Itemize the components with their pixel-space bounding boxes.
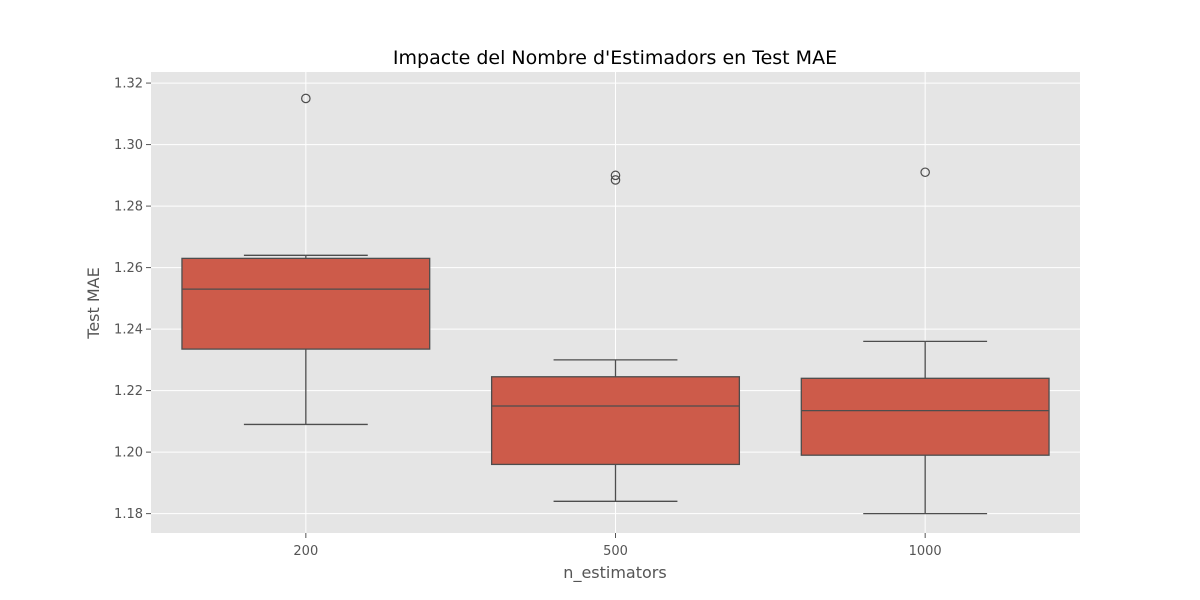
y-tick-label: 1.32 [114,77,143,92]
y-tick-label: 1.22 [114,384,143,399]
y-tick-label: 1.18 [114,507,143,522]
outlier-point [301,93,311,104]
x-axis-label: n_estimators [563,563,666,583]
y-tick-label: 1.30 [114,138,143,153]
box-200 [181,93,431,426]
y-tick-label: 1.20 [114,446,143,461]
iqr-box [181,257,431,350]
box-1000 [800,167,1050,515]
box-500 [490,170,741,502]
x-tick-label: 200 [293,544,318,559]
x-tick-label: 1000 [909,544,942,559]
outlier-point [610,175,621,185]
outlier-point [610,170,621,181]
iqr-box [490,376,741,466]
iqr-box [800,377,1050,456]
y-axis-label: Test MAE [84,267,103,339]
y-ticks: 1.18 1.20 1.22 1.24 1.26 1.28 1.30 1.32 [114,77,151,522]
y-tick-label: 1.26 [114,261,143,276]
y-tick-label: 1.28 [114,200,143,215]
chart-title: Impacte del Nombre d'Estimadors en Test … [393,47,837,69]
x-tick-label: 500 [603,544,628,559]
y-tick-label: 1.24 [114,323,143,338]
x-ticks: 200 500 1000 [293,533,942,559]
outlier-point [920,167,930,178]
boxes-group [181,93,1050,515]
